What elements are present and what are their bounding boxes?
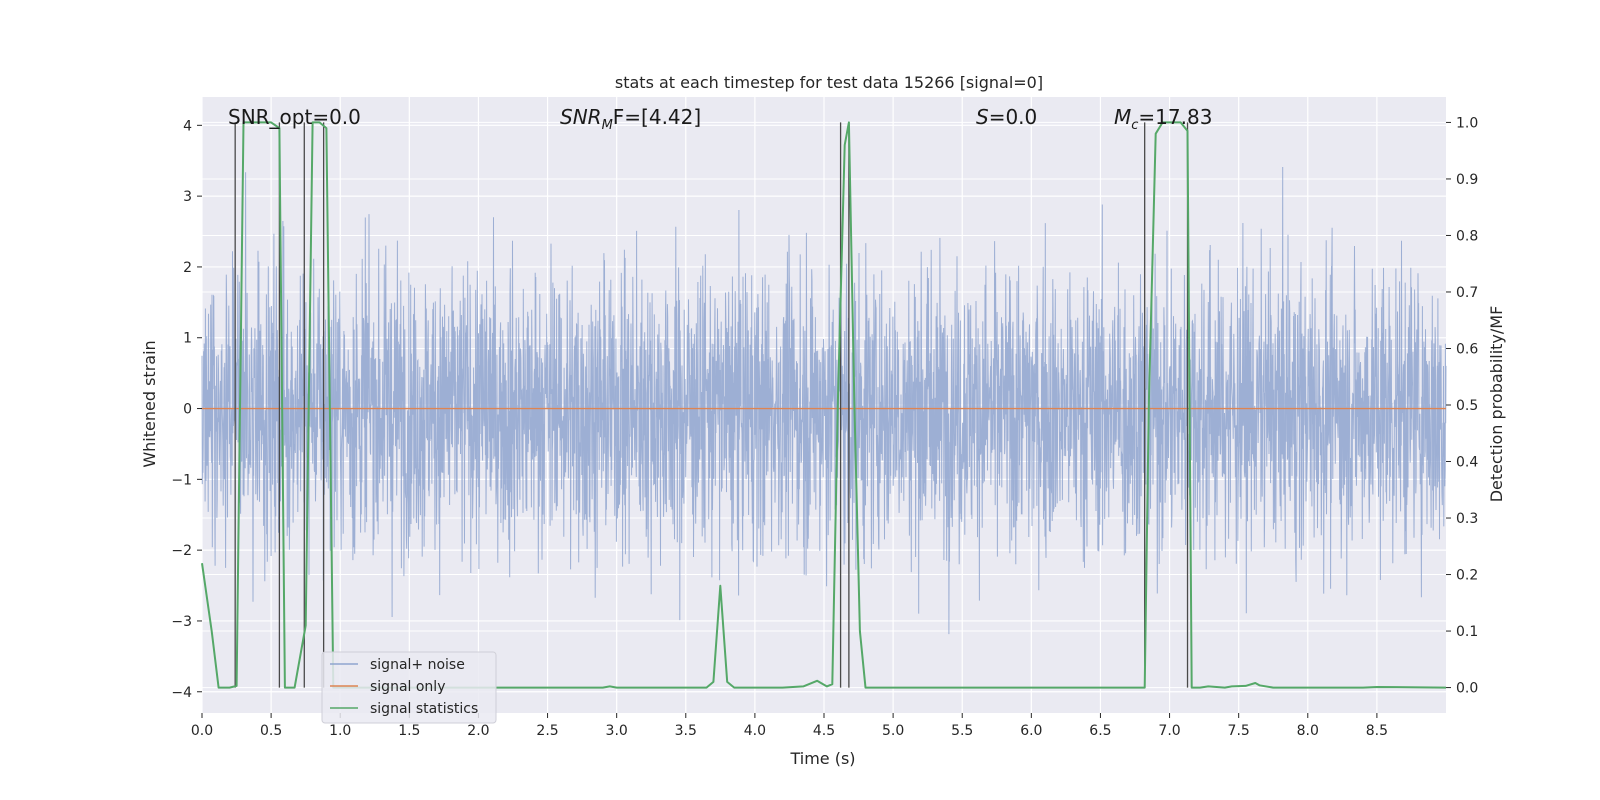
y-tick-label: −3 (171, 614, 192, 630)
annotation-snr-mf-base: SNR (560, 105, 602, 129)
y-right-axis-label: Detection probability/MF (1487, 306, 1506, 503)
x-axis-ticks: 0.0 0.5 1.0 1.5 2.0 2.5 3.0 3.5 4.0 4.5 5.0 5.5 6.0 6… (191, 713, 1388, 739)
y-right-tick-label: 0.3 (1456, 511, 1478, 527)
annotation-snr-mf-sub: M (602, 118, 613, 133)
y-tick-label: 0 (183, 402, 192, 418)
x-tick-label: 7.0 (1158, 723, 1180, 739)
y-right-tick-label: 0.0 (1456, 681, 1478, 697)
y-right-tick-label: 1.0 (1456, 115, 1478, 131)
x-tick-label: 3.0 (606, 723, 628, 739)
x-tick-label: 4.0 (744, 723, 766, 739)
y-axis-label: Whitened strain (140, 340, 159, 467)
annotation-chirp-mass-rest: =17.83 (1138, 105, 1212, 129)
annotation-chirp-mass-sub: c (1131, 118, 1138, 133)
x-tick-label: 2.0 (467, 723, 489, 739)
y-axis-ticks: −4 −3 −2 −1 0 1 2 3 4 (171, 118, 202, 701)
y-right-tick-label: 0.9 (1456, 172, 1478, 188)
x-axis-label: Time (s) (789, 749, 855, 768)
annotation-snr-mf-rest: F=[4.42] (613, 105, 701, 129)
y-tick-label: 2 (183, 260, 192, 276)
x-tick-label: 6.5 (1089, 723, 1111, 739)
legend-box (321, 651, 497, 724)
signal-statistics-line (201, 121, 1447, 689)
y-right-tick-label: 0.7 (1456, 285, 1478, 301)
x-tick-label: 1.5 (398, 723, 420, 739)
legend-label-signal-only: signal only (370, 679, 445, 695)
y-tick-label: −4 (171, 685, 192, 701)
x-tick-label: 8.0 (1297, 723, 1319, 739)
annotation-snr-mf: SNRMF=[4.42] (560, 105, 701, 133)
x-tick-label: 5.0 (882, 723, 904, 739)
annotation-chirp-mass: Mc=17.83 (1114, 105, 1212, 133)
y-right-tick-label: 0.2 (1456, 568, 1478, 584)
y-right-tick-label: 0.6 (1456, 341, 1478, 357)
annotation-s-value: S=0.0 (976, 105, 1037, 129)
y-right-tick-label: 0.8 (1456, 228, 1478, 244)
y-tick-label: 4 (183, 118, 192, 134)
y-tick-label: 1 (183, 331, 192, 347)
legend-label-signal-statistics: signal statistics (370, 701, 478, 717)
legend-label-signal-noise: signal+ noise (370, 657, 465, 673)
x-tick-label: 7.5 (1228, 723, 1250, 739)
x-tick-label: 1.0 (329, 723, 351, 739)
noise-trace (201, 166, 1447, 635)
y-right-tick-label: 0.4 (1456, 455, 1478, 471)
y-right-tick-label: 0.5 (1456, 398, 1478, 414)
annotation-s-value-rest: =0.0 (989, 105, 1038, 129)
y-tick-label: 3 (183, 189, 192, 205)
x-tick-label: 2.5 (536, 723, 558, 739)
x-tick-label: 6.0 (1020, 723, 1042, 739)
x-tick-label: 0.5 (260, 723, 282, 739)
y-tick-label: −1 (171, 472, 192, 488)
chart-title: stats at each timestep for test data 152… (615, 73, 1043, 92)
annotation-snr-opt: SNR_opt=0.0 (228, 105, 361, 129)
annotation-chirp-mass-base: M (1114, 105, 1131, 129)
series-signal-statistics (201, 121, 1447, 689)
x-tick-label: 5.5 (951, 723, 973, 739)
x-tick-label: 8.5 (1366, 723, 1388, 739)
series-signal-noise (201, 166, 1447, 635)
y-tick-label: −2 (171, 543, 192, 559)
y-right-axis-ticks: 0.0 0.1 0.2 0.3 0.4 0.5 0.6 0.7 0.8 0.9 1.0 (1446, 115, 1478, 697)
annotation-s-value-italic: S (976, 105, 989, 129)
y-right-tick-label: 0.1 (1456, 624, 1478, 640)
x-tick-label: 3.5 (675, 723, 697, 739)
x-tick-label: 0.0 (191, 723, 213, 739)
x-tick-label: 4.5 (813, 723, 835, 739)
legend: signal+ noise signal only signal statist… (321, 651, 497, 724)
